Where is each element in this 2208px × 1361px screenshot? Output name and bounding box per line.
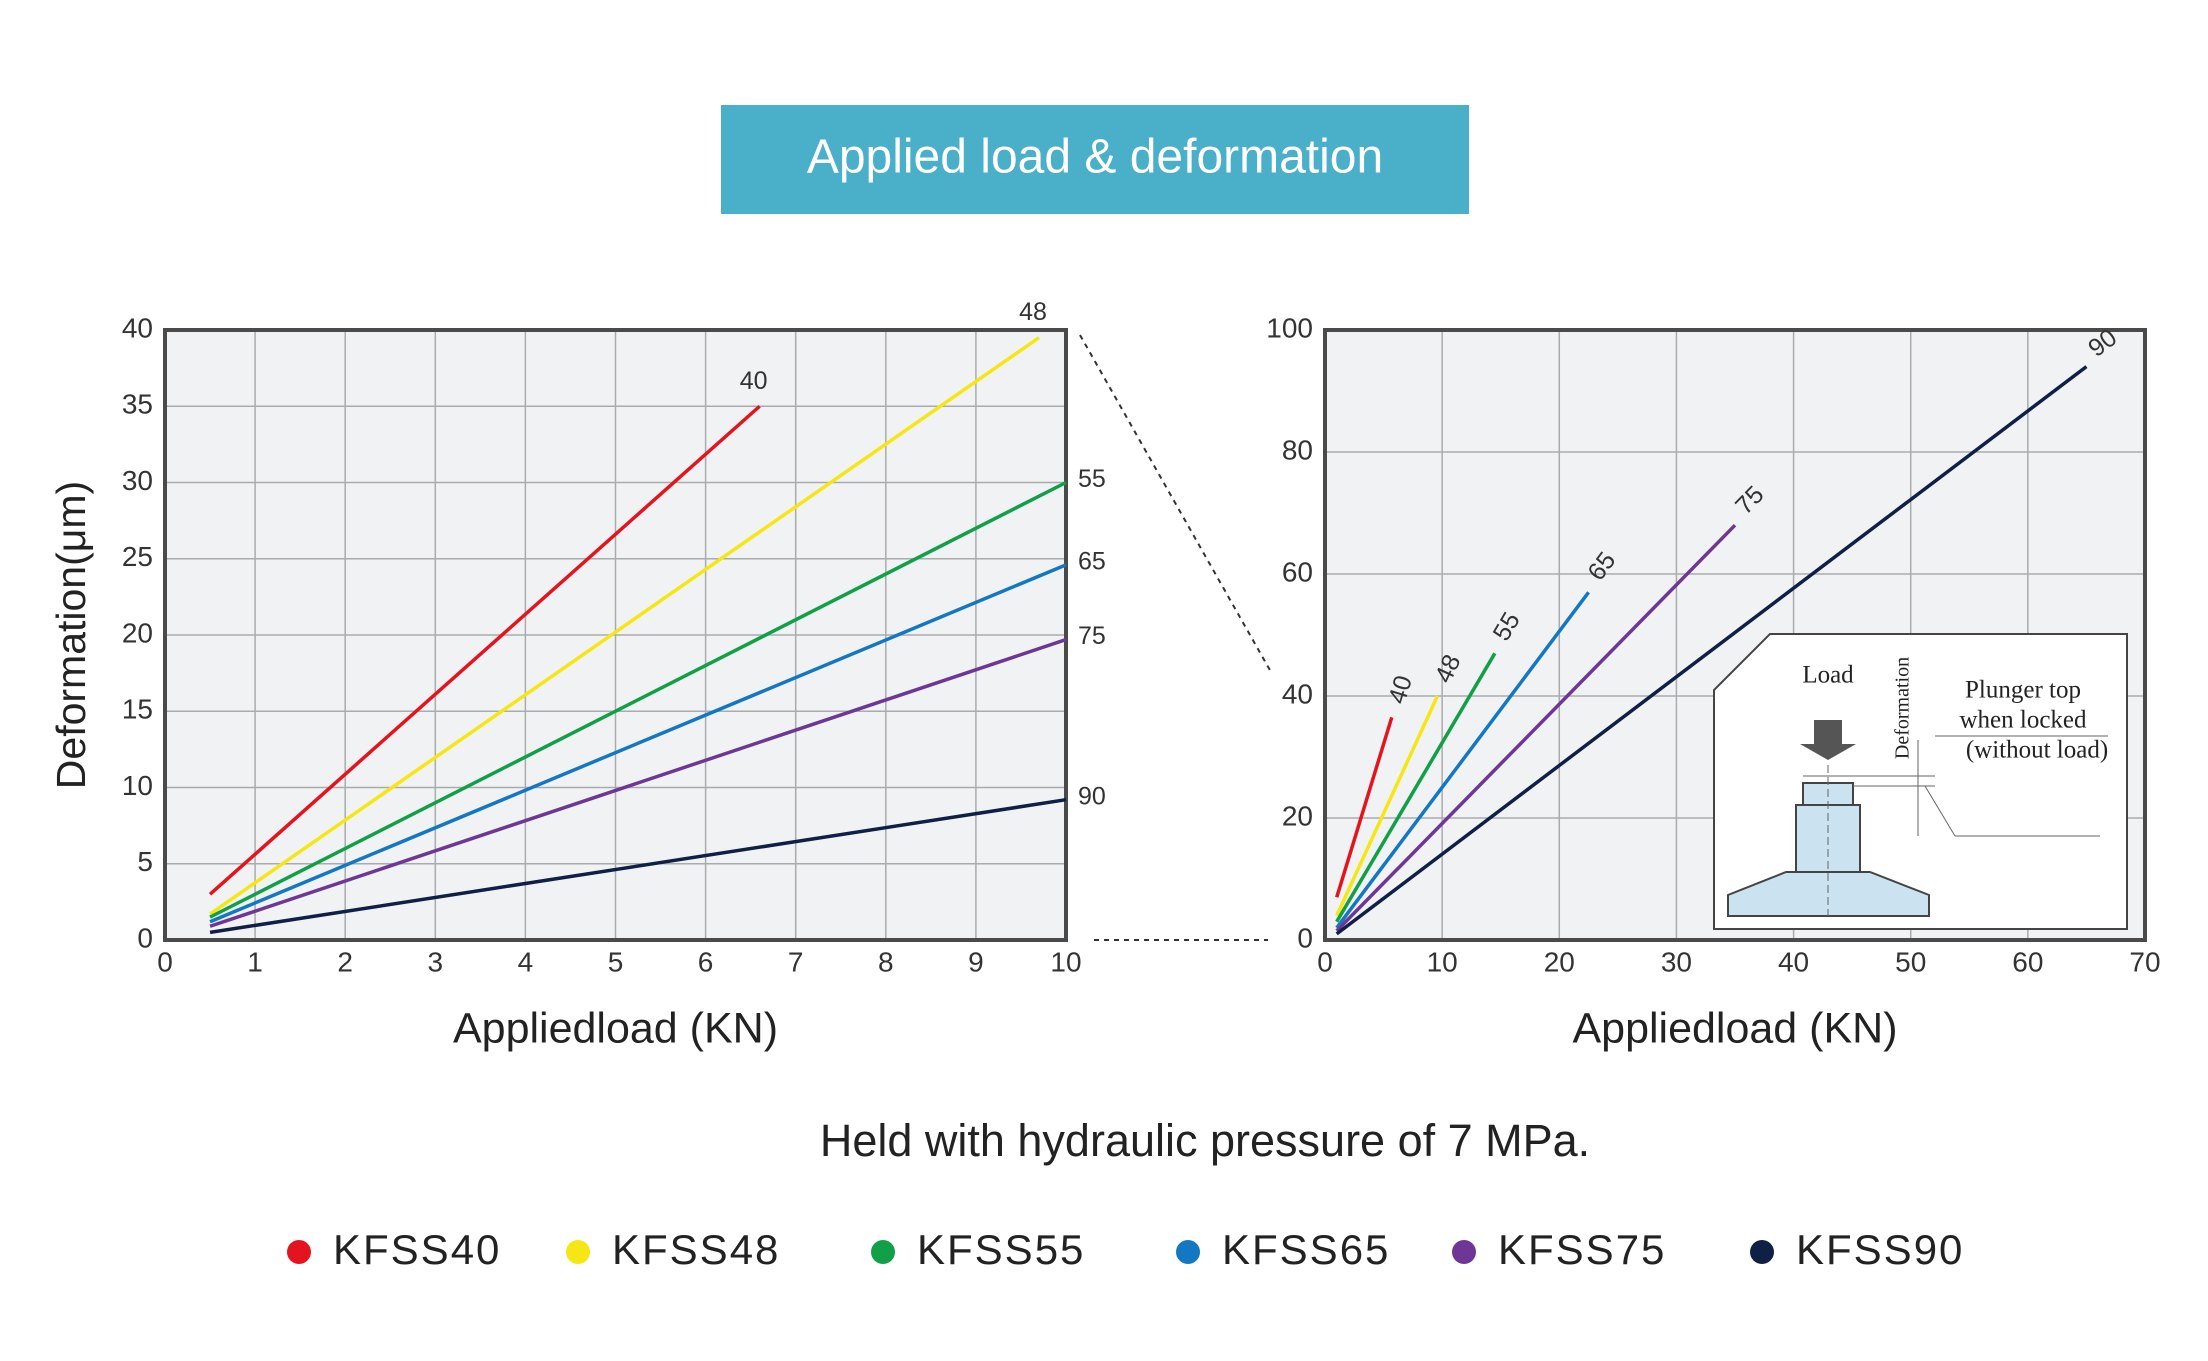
- load-arrow: [1800, 744, 1856, 760]
- title: Applied load & deformation: [807, 131, 1383, 184]
- x-tick-label: 3: [428, 946, 444, 977]
- inset-label: Plunger top: [1965, 677, 2081, 704]
- y-tick-label: 15: [122, 694, 153, 725]
- x-tick-label: 10: [1427, 946, 1458, 977]
- legend-marker: [566, 1240, 590, 1264]
- x-tick-label: 5: [608, 946, 624, 977]
- load-arrow: [1814, 720, 1842, 746]
- series-end-label: 55: [1078, 465, 1106, 493]
- plunger-base: [1727, 871, 1930, 917]
- legend: KFSS40 KFSS48 KFSS55 KFSS65 KFSS75 KFSS90: [287, 1226, 1964, 1273]
- x-axis-label: Appliedload (KN): [1572, 1004, 1897, 1052]
- x-tick-label: 20: [1544, 946, 1575, 977]
- legend-marker: [1176, 1240, 1200, 1264]
- x-tick-label: 30: [1661, 946, 1692, 977]
- plot-frame: [163, 328, 1068, 942]
- y-tick-label: 20: [122, 617, 153, 648]
- series-line: [1335, 716, 1394, 898]
- x-tick-label: 2: [337, 946, 353, 977]
- title-box: [721, 105, 1469, 214]
- y-tick-label: 40: [1282, 678, 1313, 709]
- series-line: [1335, 695, 1440, 917]
- x-tick-label: 0: [157, 946, 173, 977]
- series-end-label: 65: [1078, 547, 1106, 575]
- inset: Load Deformation Plunger top when locked…: [1713, 633, 2128, 930]
- y-tick-label: 40: [122, 312, 153, 343]
- x-tick-label: 0: [1317, 946, 1333, 977]
- y-tick-label: 80: [1282, 434, 1313, 465]
- plot-frame: [1323, 328, 2147, 942]
- legend-label: KFSS55: [917, 1226, 1085, 1273]
- x-tick-label: 1: [247, 946, 263, 977]
- x-tick-label: 40: [1778, 946, 1809, 977]
- series-line: [209, 480, 1067, 919]
- series-line: [209, 797, 1067, 935]
- y-tick-label: 60: [1282, 556, 1313, 587]
- series-line: [1335, 591, 1590, 929]
- series-line: [209, 563, 1067, 924]
- zoom-connector: [1079, 334, 1272, 673]
- series-line: [209, 336, 1040, 916]
- series-line: [1335, 652, 1497, 923]
- y-tick-label: 5: [137, 846, 153, 877]
- legend-marker: [287, 1240, 311, 1264]
- inset-label: when locked: [1959, 707, 2087, 734]
- x-tick-label: 6: [698, 946, 714, 977]
- legend-label: KFSS75: [1498, 1226, 1666, 1273]
- x-tick-label: 8: [878, 946, 894, 977]
- legend-marker: [1750, 1240, 1774, 1264]
- legend-label: KFSS48: [612, 1226, 780, 1273]
- y-tick-label: 35: [122, 389, 153, 420]
- x-tick-label: 50: [1895, 946, 1926, 977]
- series-line: [1335, 523, 1737, 933]
- leader-line: [1924, 785, 1956, 837]
- series-end-label: 48: [1019, 298, 1047, 326]
- series-end-label: 75: [1078, 622, 1106, 650]
- inset-label: (without load): [1966, 737, 2108, 764]
- y-axis-label: Deformation(μm): [48, 481, 94, 789]
- x-tick-label: 60: [2012, 946, 2043, 977]
- y-tick-label: 30: [122, 465, 153, 496]
- x-tick-label: 9: [968, 946, 984, 977]
- y-tick-label: 10: [122, 770, 153, 801]
- x-tick-label: 4: [518, 946, 534, 977]
- y-tick-label: 100: [1266, 312, 1313, 343]
- x-tick-label: 10: [1050, 946, 1081, 977]
- legend-marker: [1452, 1240, 1476, 1264]
- series-line: [1335, 365, 2088, 936]
- series-line: [208, 404, 761, 896]
- x-tick-label: 70: [2129, 946, 2160, 977]
- x-axis-label: Appliedload (KN): [453, 1004, 778, 1052]
- y-tick-label: 0: [1297, 922, 1313, 953]
- inset-label: Load: [1802, 662, 1854, 689]
- inset-label: Deformation: [1892, 657, 1914, 759]
- series-line: [209, 637, 1067, 928]
- note: Held with hydraulic pressure of 7 MPa.: [820, 1115, 1590, 1166]
- series-end-label: 90: [1078, 782, 1106, 810]
- y-tick-label: 20: [1282, 800, 1313, 831]
- x-tick-label: 7: [788, 946, 804, 977]
- y-tick-label: 25: [122, 541, 153, 572]
- legend-label: KFSS90: [1796, 1226, 1964, 1273]
- legend-label: KFSS65: [1222, 1226, 1390, 1273]
- series-end-label: 40: [740, 367, 768, 395]
- legend-label: KFSS40: [333, 1226, 501, 1273]
- legend-marker: [871, 1240, 895, 1264]
- y-tick-label: 0: [137, 922, 153, 953]
